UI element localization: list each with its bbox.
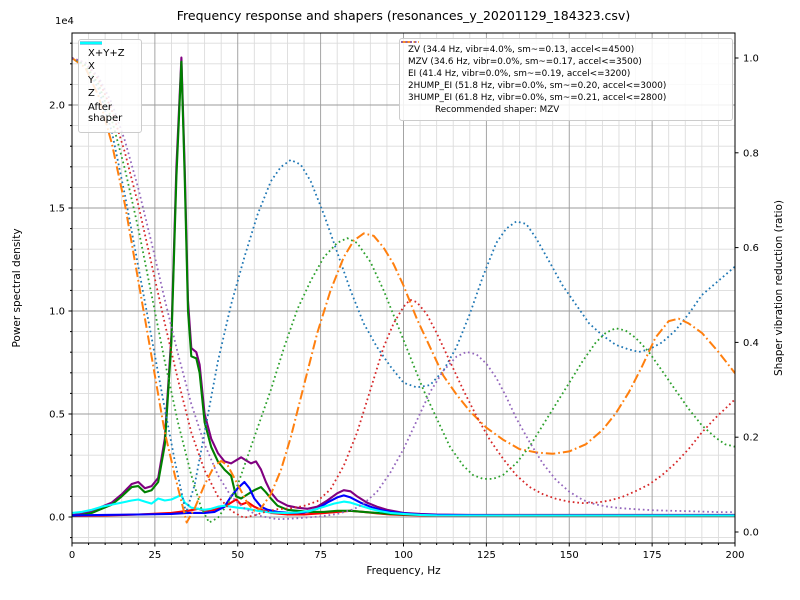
chart-title: Frequency response and shapers (resonanc… [176,8,631,23]
tick-label-y-left: 1.5 [49,204,65,215]
tick-label-x: 150 [560,550,579,561]
legend-recommended-shaper: Recommended shaper: MZV [435,105,560,115]
tick-label-y-right: 0.0 [743,528,759,539]
y-axis-left-label: Power spectral density [11,228,23,348]
legend-item: Y [80,41,132,86]
x-axis-label: Frequency, Hz [366,565,441,577]
tick-label-y-left: 0.0 [49,513,65,524]
legend-item: X+Y+Z [80,41,132,59]
tick-label-x: 75 [314,550,327,561]
legend-psd: X+Y+Z X Y Z After shaper [78,39,142,133]
tick-label-y-right: 0.4 [743,338,759,349]
tick-label-y-left: 1.0 [49,307,65,318]
legend-label-z: Z [88,88,95,99]
series-sum [72,56,735,516]
legend-swatch-mzv [401,41,419,43]
legend-label-ei: EI (41.4 Hz, vibr=0.0%, sm~=0.19, accel<… [408,69,631,79]
y-axis-right-label: Shaper vibration reduction (ratio) [773,199,785,377]
tick-label-x: 25 [149,550,162,561]
series-mzv [72,57,735,524]
series-hump3_ei [72,57,735,521]
legend-item: ZV (34.4 Hz, vibr=4.0%, sm~=0.13, accel<… [401,41,724,55]
tick-label-y-left: 0.5 [49,410,65,421]
legend-shaper-items: ZV (34.4 Hz, vibr=4.0%, sm~=0.13, accel<… [401,41,724,103]
legend-label-hump3_ei: 3HUMP_EI (61.8 Hz, vibr=0.0%, sm~=0.21, … [408,93,667,103]
tick-label-y-right: 0.2 [743,433,759,444]
legend-label-x: X [88,61,95,72]
legend-item: 2HUMP_EI (51.8 Hz, vibr=0.0%, sm~=0.20, … [401,41,724,91]
axis-tick-labels: 0 25 50 75 100 125 150 175 200 0.0 0.5 1.0 1.5 2.0 0.0… [49,54,759,562]
legend-label-hump2_ei: 2HUMP_EI (51.8 Hz, vibr=0.0%, sm~=0.20, … [408,81,667,91]
axis-ticks [68,42,739,547]
series-hump2_ei [72,57,735,519]
tick-label-y-right: 0.8 [743,148,759,159]
legend-item: EI (41.4 Hz, vibr=0.0%, sm~=0.19, accel<… [401,41,724,79]
y-axis-offset-label: 1e4 [55,16,74,27]
legend-swatch-after_shaper [80,41,102,45]
legend-psd-items: X+Y+Z X Y Z After shaper [80,41,132,125]
legend-label-after_shaper: After shaper [88,101,123,125]
tick-label-y-right: 0.6 [743,243,759,254]
legend-item: X [80,41,132,72]
tick-label-x: 125 [477,550,496,561]
tick-label-y-left: 2.0 [49,101,65,112]
legend-label-mzv: MZV (34.6 Hz, vibr=0.0%, sm~=0.17, accel… [408,57,642,67]
legend-label-zv: ZV (34.4 Hz, vibr=4.0%, sm~=0.13, accel<… [408,45,635,55]
legend-label-y: Y [88,74,95,86]
legend-swatch-hump3_ei [401,41,419,43]
legend-label-sum: X+Y+Z [88,47,125,59]
tick-label-x: 50 [231,550,244,561]
tick-label-x: 100 [394,550,413,561]
tick-label-x: 200 [725,550,744,561]
series-y [72,60,735,518]
tick-label-x: 0 [69,550,75,561]
legend-item: MZV (34.6 Hz, vibr=0.0%, sm~=0.17, accel… [401,41,724,67]
legend-item: 3HUMP_EI (61.8 Hz, vibr=0.0%, sm~=0.21, … [401,41,724,103]
legend-item: After shaper [80,41,132,125]
legend-shapers: ZV (34.4 Hz, vibr=4.0%, sm~=0.13, accel<… [399,38,733,121]
tick-label-y-right: 1.0 [743,54,759,65]
series-ei [72,57,735,524]
tick-label-x: 175 [643,550,662,561]
legend-item: Z [80,41,132,99]
series-zv [72,57,735,514]
